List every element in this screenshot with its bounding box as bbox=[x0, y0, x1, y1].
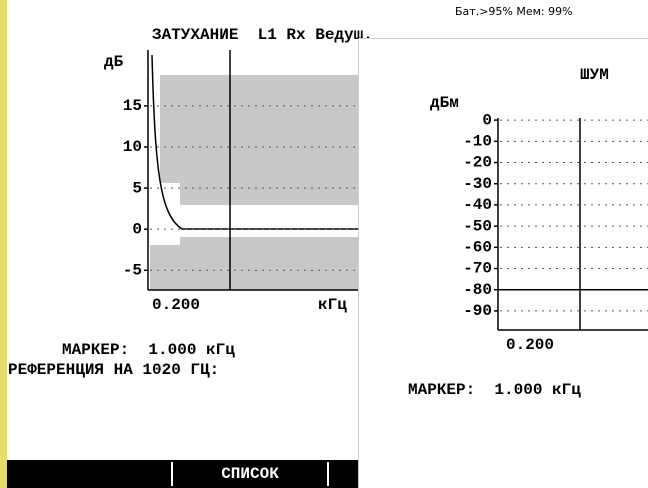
attenuation-panel: ЗАТУХАНИЕ L1 Rx Ведущ. дБ 0.200 кГц МАРК… bbox=[7, 5, 573, 488]
response-curve bbox=[151, 54, 360, 230]
mask-gap bbox=[150, 237, 180, 245]
y-label: дБм bbox=[430, 94, 459, 112]
y-tick-label: -30 bbox=[463, 175, 492, 193]
marker-readout: МАРКЕР: 1.000 кГц bbox=[62, 341, 235, 359]
x-start: 0.200 bbox=[506, 336, 554, 354]
y-tick-label: -90 bbox=[463, 302, 492, 320]
softkey-bar bbox=[7, 460, 358, 488]
y-tick-label: -60 bbox=[463, 239, 492, 257]
marker-readout: МАРКЕР: 1.000 кГц bbox=[408, 381, 581, 399]
reference: РЕФЕРЕНЦИЯ НА 1020 ГЦ: bbox=[8, 361, 219, 379]
y-label: дБ bbox=[104, 53, 124, 71]
y-tick-label: -50 bbox=[463, 217, 492, 235]
y-tick-label: -80 bbox=[463, 281, 492, 299]
y-tick-label: 15 bbox=[123, 97, 142, 115]
y-tick-label: -70 bbox=[463, 260, 492, 278]
noise-window: ШУМ дБм 0.200 МАРКЕР: 1.000 кГц 0 -10 -20 -… bbox=[358, 38, 648, 488]
y-tick-label: -5 bbox=[123, 261, 142, 279]
y-tick-label: 0 bbox=[132, 220, 142, 238]
y-tick-label: 10 bbox=[123, 138, 142, 156]
status: Бат.>95% Мем: 99% bbox=[455, 5, 573, 18]
title: ЗАТУХАНИЕ L1 Rx Ведущ. bbox=[152, 26, 373, 44]
y-tick-label: 0 bbox=[482, 111, 492, 129]
y-tick-label: -10 bbox=[463, 133, 492, 151]
title: ШУМ bbox=[580, 66, 609, 84]
y-tick-label: -20 bbox=[463, 154, 492, 172]
softkey[interactable]: СПИСОК bbox=[221, 465, 279, 483]
x-unit: кГц bbox=[318, 296, 347, 314]
upper-mask bbox=[160, 75, 360, 205]
y-tick-label: -40 bbox=[463, 196, 492, 214]
window-frame bbox=[358, 38, 648, 488]
y-tick-label: 5 bbox=[132, 179, 142, 197]
x-start: 0.200 bbox=[152, 296, 200, 314]
lower-mask bbox=[150, 237, 360, 290]
